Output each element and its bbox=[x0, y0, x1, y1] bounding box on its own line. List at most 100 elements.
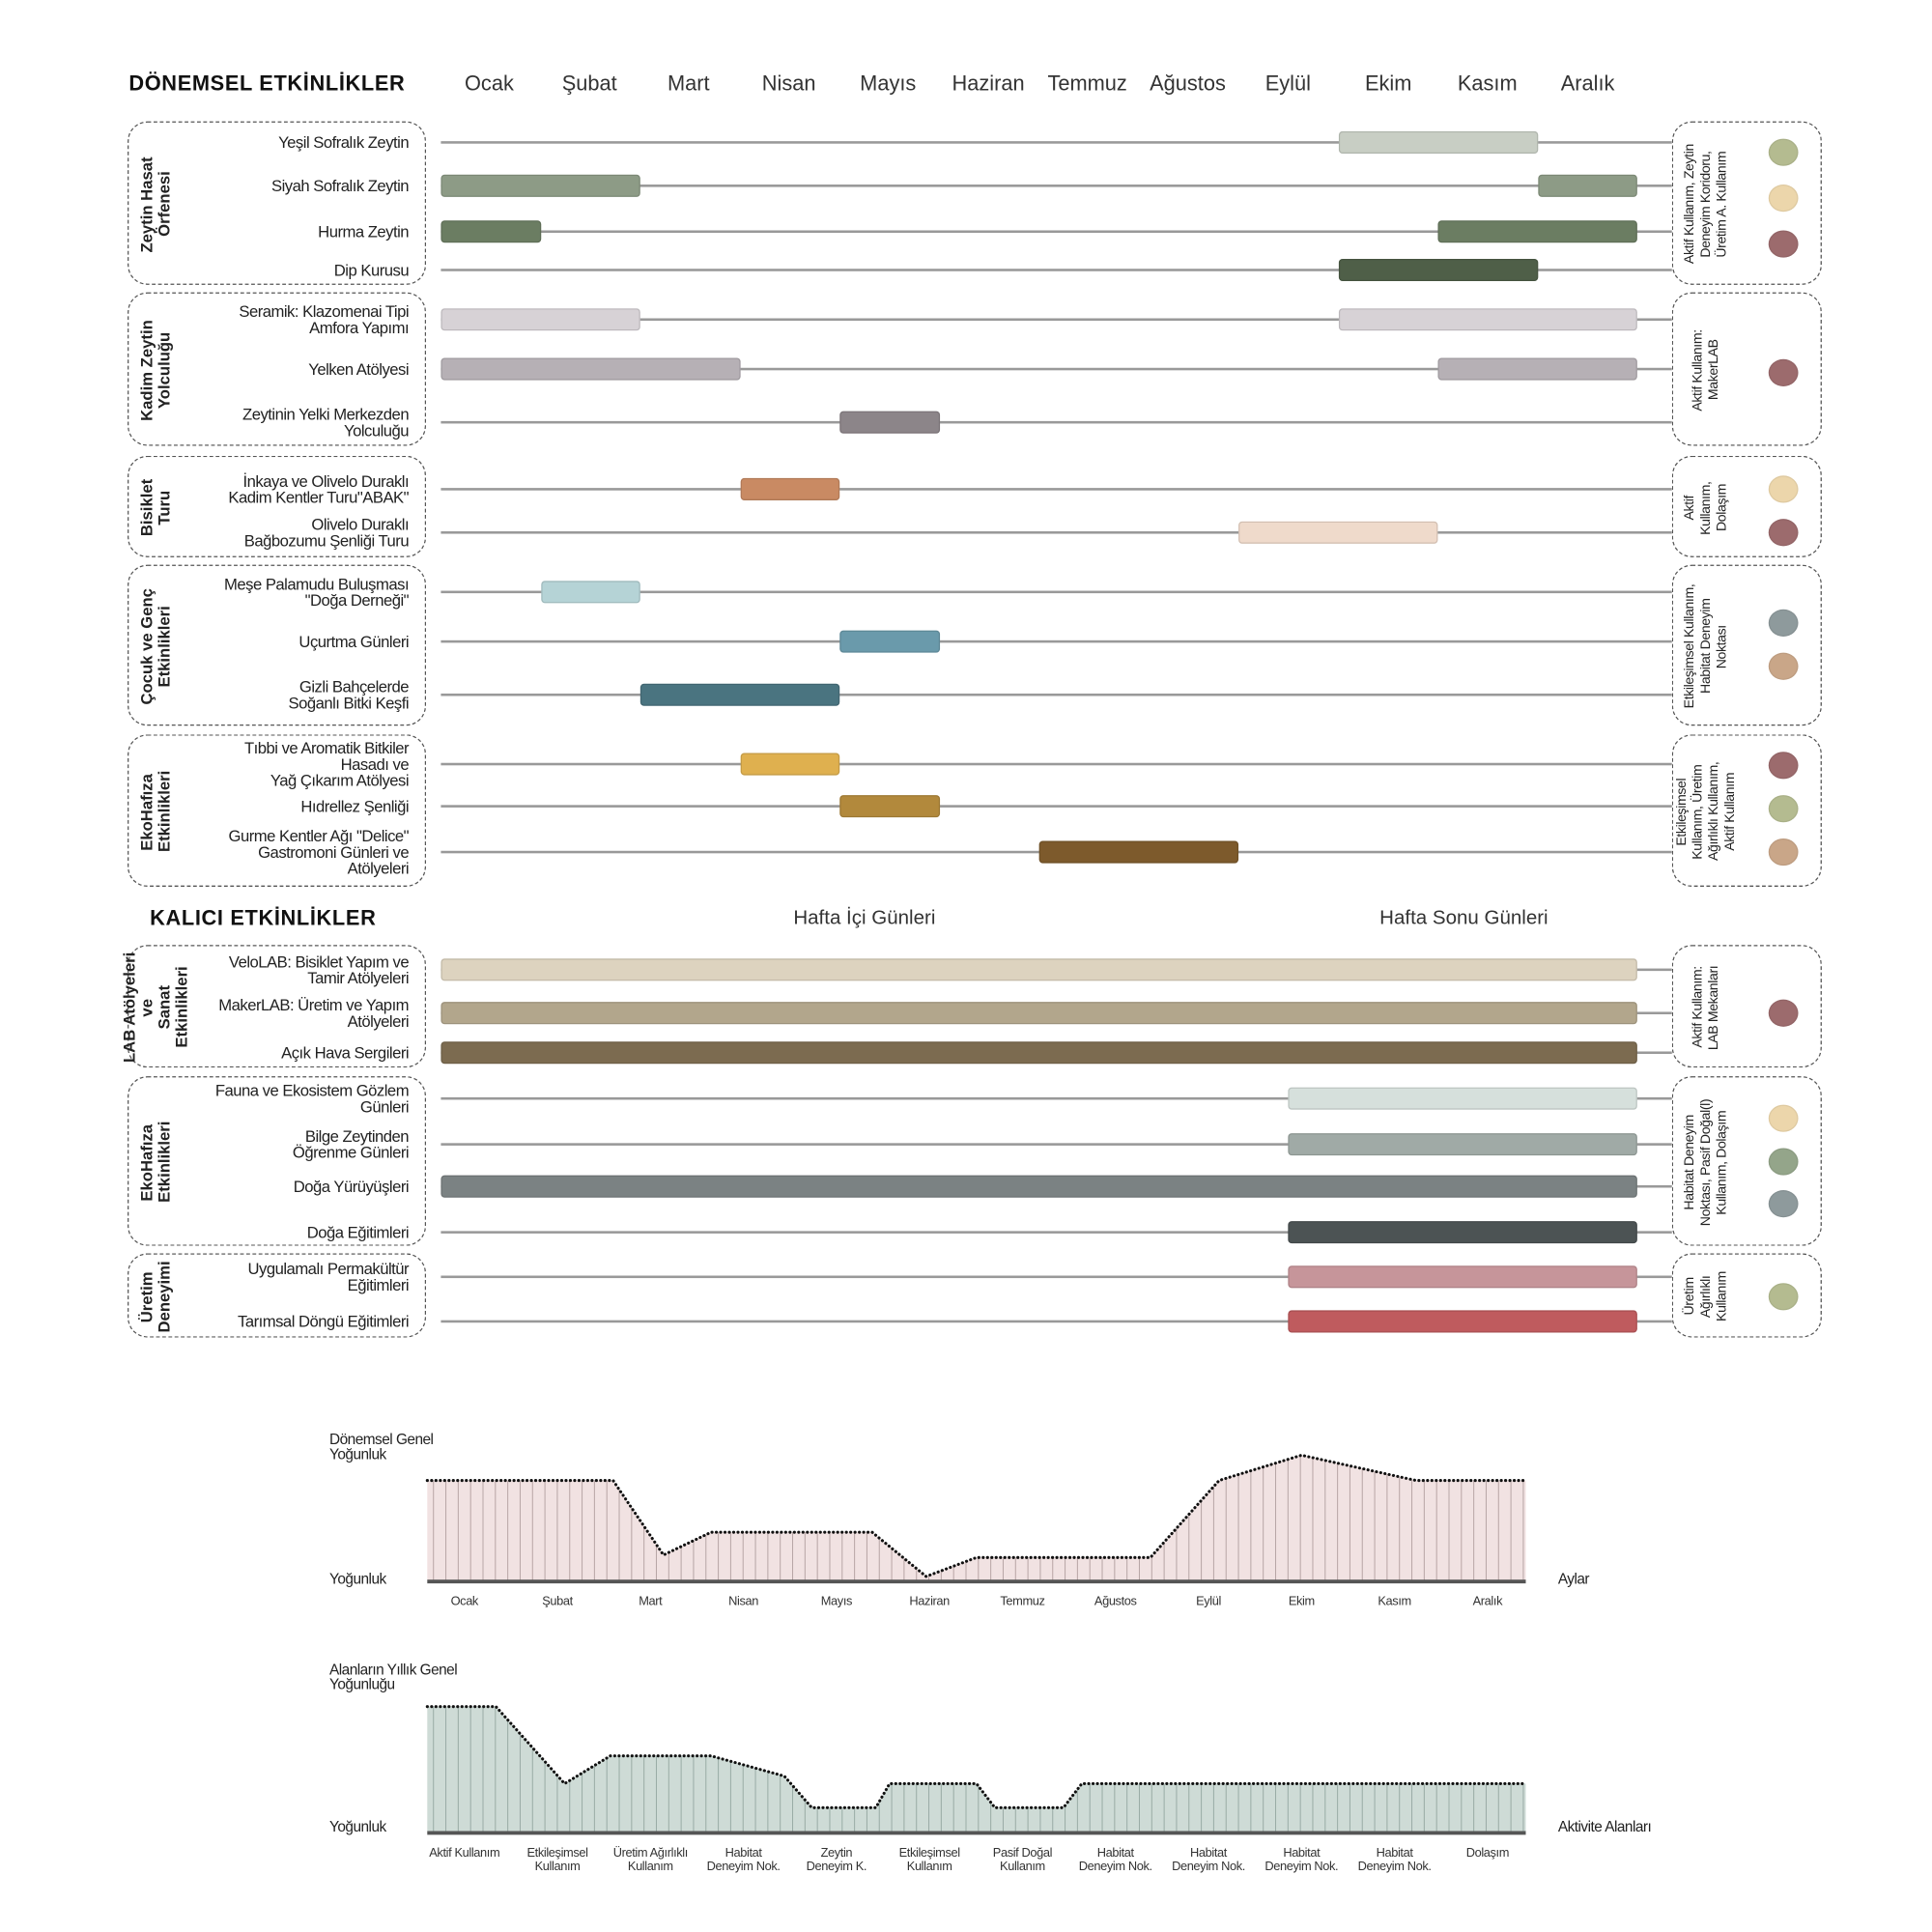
y-axis-label: Yoğunluk bbox=[329, 1570, 386, 1588]
usage-color-dot bbox=[1768, 652, 1799, 680]
month-label: Şubat bbox=[561, 71, 617, 96]
timeline-line bbox=[440, 368, 1672, 371]
usage-box: Habitat Deneyim Noktası, Pasif Doğal(l) … bbox=[1671, 1076, 1822, 1246]
timeline-line bbox=[440, 1320, 1672, 1322]
activity-bar bbox=[1288, 1310, 1637, 1333]
activity-label: Siyah Sofralık Zeytin bbox=[270, 176, 410, 195]
timeline-line bbox=[440, 318, 1672, 321]
timeline-line bbox=[440, 1275, 1672, 1278]
group-box: Üretim Deneyimi bbox=[128, 1253, 427, 1338]
activity-label: VeloLAB: Bisiklet Yapım ve Tamir Atölyel… bbox=[228, 952, 410, 987]
timeline-line bbox=[440, 1097, 1672, 1100]
activity-bar bbox=[1338, 130, 1538, 154]
density-curve bbox=[425, 1705, 1528, 1809]
usage-color-dot bbox=[1768, 999, 1799, 1027]
weekend-header: Hafta Sonu Günleri bbox=[1379, 907, 1548, 929]
usage-color-dot bbox=[1768, 752, 1799, 780]
usage-box: Aktif Kullanım, Zeytin Deneyim Koridoru,… bbox=[1671, 121, 1822, 285]
x-tick-label: Aktif Kullanım bbox=[429, 1846, 500, 1861]
activity-bar bbox=[740, 477, 840, 500]
chart-title: Dönemsel Genel Yoğunluk bbox=[329, 1430, 434, 1463]
activity-label: Hurma Zeytin bbox=[318, 222, 410, 242]
activity-bar bbox=[440, 958, 1637, 981]
activity-bar bbox=[1288, 1087, 1637, 1110]
usage-color-dot bbox=[1768, 185, 1799, 213]
activity-bar bbox=[1437, 357, 1637, 381]
x-tick-label: Etkileşimsel Kullanım bbox=[898, 1846, 960, 1874]
activity-bar bbox=[540, 581, 640, 604]
activity-bar bbox=[1038, 840, 1239, 864]
x-tick-label: Ekim bbox=[1288, 1595, 1315, 1609]
x-tick-label: Habitat Deneyim Nok. bbox=[1172, 1846, 1245, 1874]
activity-label: Gizli Bahçelerde Soğanlı Bitki Keşfi bbox=[288, 677, 410, 713]
usage-color-dot bbox=[1768, 838, 1799, 867]
group-box: LAB Atölyeleri ve Sanat Etkinlikleri bbox=[120, 945, 427, 1068]
usage-color-dot bbox=[1768, 1148, 1799, 1176]
usage-color-dot bbox=[1768, 475, 1799, 503]
group-box: Kadim Zeytin Yolculuğu bbox=[128, 292, 427, 446]
activity-bar bbox=[1338, 258, 1538, 282]
x-tick-label: Mart bbox=[639, 1595, 663, 1609]
activity-label: İnkaya ve Olivelo Duraklı Kadim Kentler … bbox=[228, 471, 410, 507]
x-tick-label: Zeytin Deneyim K. bbox=[806, 1846, 867, 1874]
activity-label: Uygulamalı Permakültür Eğitimleri bbox=[247, 1259, 410, 1294]
activity-label: Zeytinin Yelki Merkezden Yolculuğu bbox=[242, 405, 410, 440]
chart-title: Alanların Yıllık Genel Yoğunluğu bbox=[329, 1661, 458, 1693]
x-tick-label: Aralık bbox=[1472, 1595, 1503, 1609]
group-box: Çocuk ve Genç Etkinlikleri bbox=[128, 564, 427, 726]
activity-bar bbox=[440, 220, 541, 243]
x-tick-label: Ağustos bbox=[1094, 1595, 1137, 1609]
usage-color-dot bbox=[1768, 609, 1799, 637]
group-box: Bisiklet Turu bbox=[128, 455, 427, 557]
month-label: Nisan bbox=[761, 71, 816, 96]
timeline-line bbox=[440, 1231, 1672, 1234]
activity-bar bbox=[639, 683, 840, 706]
x-axis-label: Aylar bbox=[1557, 1570, 1590, 1588]
density-curve bbox=[425, 1453, 1528, 1578]
permanent-section-title: KALICI ETKİNLİKLER bbox=[150, 906, 377, 930]
x-tick-label: Kasım bbox=[1378, 1595, 1411, 1609]
group-box: EkoHafıza Etkinlikleri bbox=[128, 1076, 427, 1246]
x-tick-label: Mayıs bbox=[820, 1595, 853, 1609]
month-label: Kasım bbox=[1457, 71, 1518, 96]
x-tick-label: Ocak bbox=[450, 1595, 479, 1609]
weekdays-header: Hafta İçi Günleri bbox=[793, 907, 936, 929]
month-label: Ocak bbox=[464, 71, 514, 96]
x-tick-label: Habitat Deneyim Nok. bbox=[706, 1846, 781, 1874]
activity-bar bbox=[740, 753, 840, 776]
activity-bar bbox=[1437, 220, 1637, 243]
periodic-section-title: DÖNEMSEL ETKİNLİKLER bbox=[128, 71, 406, 96]
timeline-line bbox=[440, 185, 1672, 187]
usage-color-dot bbox=[1768, 795, 1799, 823]
usage-color-dot bbox=[1768, 1283, 1799, 1311]
usage-color-dot bbox=[1768, 1104, 1799, 1132]
month-label: Mart bbox=[668, 71, 710, 96]
timeline-line bbox=[440, 590, 1672, 593]
usage-color-dot bbox=[1768, 358, 1799, 386]
activity-label: Gurme Kentler Ağı "Delice" Gastromoni Gü… bbox=[228, 826, 410, 878]
month-label: Aralık bbox=[1560, 71, 1615, 96]
activity-bar bbox=[440, 1041, 1637, 1065]
usage-box: Aktif Kullanım, Dolaşım bbox=[1671, 455, 1822, 557]
x-tick-label: Üretim Ağırlıklı Kullanım bbox=[612, 1846, 689, 1874]
group-box: Zeytin Hasat Örfenesi bbox=[128, 121, 427, 285]
activity-label: Yeşil Sofralık Zeytin bbox=[278, 132, 410, 153]
timeline-line bbox=[440, 488, 1672, 491]
x-tick-label: Şubat bbox=[542, 1595, 573, 1609]
timeline-line bbox=[440, 141, 1672, 144]
activity-label: Doğa Eğitimleri bbox=[306, 1223, 410, 1242]
activity-label: Tıbbi ve Aromatik Bitkiler Hasadı ve Yağ… bbox=[244, 738, 410, 790]
x-tick-label: Etkileşimsel Kullanım bbox=[526, 1846, 588, 1874]
x-tick-label: Habitat Deneyim Nok. bbox=[1264, 1846, 1339, 1874]
activity-label: Uçurtma Günleri bbox=[298, 632, 410, 651]
month-label: Ekim bbox=[1364, 71, 1412, 96]
activity-label: Fauna ve Ekosistem Gözlem Günleri bbox=[214, 1081, 410, 1117]
activity-bar bbox=[1238, 521, 1438, 544]
activity-bar bbox=[440, 1002, 1637, 1025]
x-tick-label: Eylül bbox=[1196, 1595, 1221, 1609]
x-tick-label: Dolaşım bbox=[1465, 1846, 1510, 1861]
month-label: Eylül bbox=[1264, 71, 1311, 96]
activity-bar bbox=[839, 630, 940, 653]
activity-bar bbox=[839, 411, 940, 434]
